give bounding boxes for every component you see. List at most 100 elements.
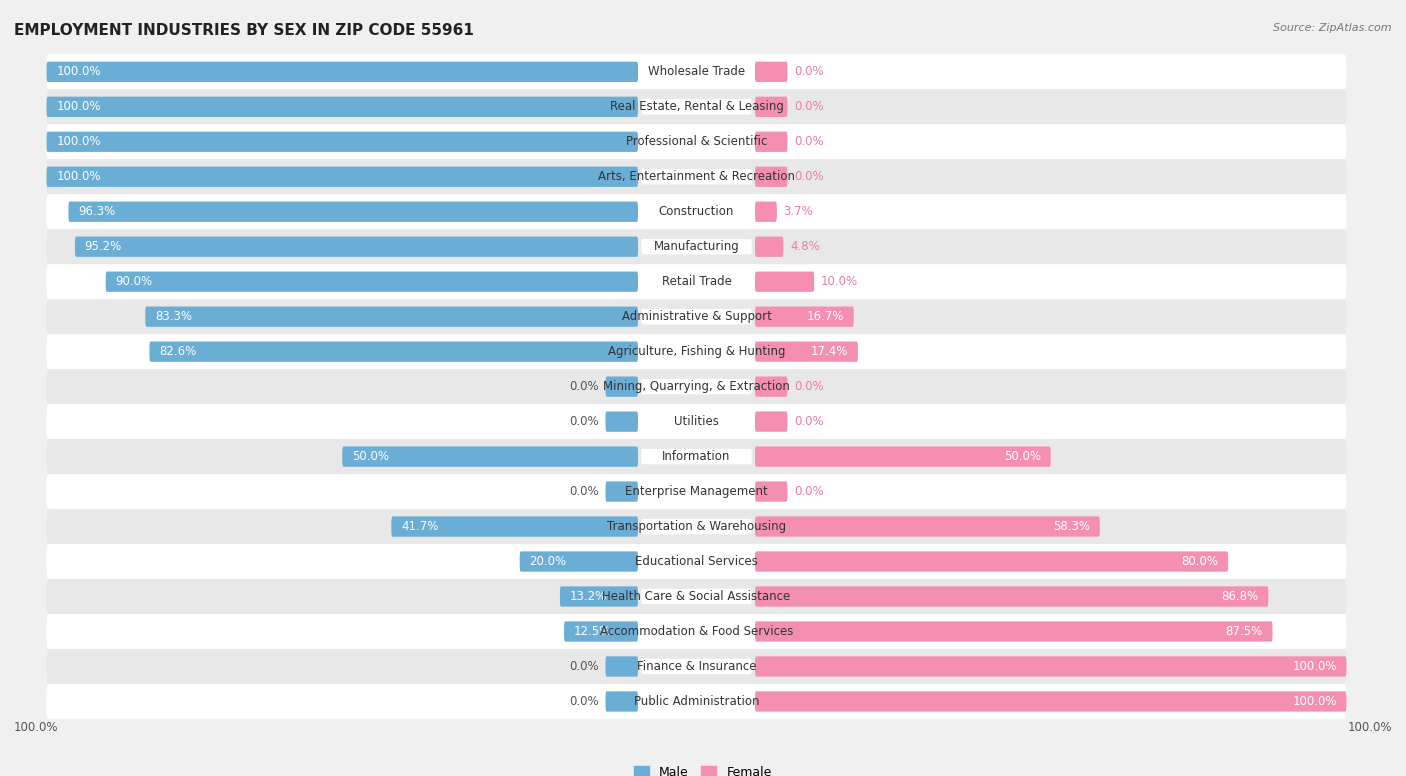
- Text: 95.2%: 95.2%: [84, 241, 122, 253]
- Text: Public Administration: Public Administration: [634, 695, 759, 708]
- FancyBboxPatch shape: [46, 369, 1347, 404]
- FancyBboxPatch shape: [342, 446, 638, 466]
- Text: 0.0%: 0.0%: [794, 415, 824, 428]
- Text: 83.3%: 83.3%: [155, 310, 193, 323]
- Text: 82.6%: 82.6%: [159, 345, 197, 359]
- Text: 100.0%: 100.0%: [1347, 721, 1392, 734]
- FancyBboxPatch shape: [755, 411, 787, 431]
- Text: Mining, Quarrying, & Extraction: Mining, Quarrying, & Extraction: [603, 380, 790, 393]
- FancyBboxPatch shape: [75, 237, 638, 257]
- Text: 3.7%: 3.7%: [783, 205, 813, 218]
- FancyBboxPatch shape: [641, 134, 752, 150]
- Text: 4.8%: 4.8%: [790, 241, 820, 253]
- FancyBboxPatch shape: [755, 97, 787, 117]
- FancyBboxPatch shape: [149, 341, 638, 362]
- FancyBboxPatch shape: [46, 167, 638, 187]
- FancyBboxPatch shape: [641, 659, 752, 674]
- Text: Information: Information: [662, 450, 731, 463]
- Text: EMPLOYMENT INDUSTRIES BY SEX IN ZIP CODE 55961: EMPLOYMENT INDUSTRIES BY SEX IN ZIP CODE…: [14, 23, 474, 38]
- Text: 50.0%: 50.0%: [352, 450, 389, 463]
- FancyBboxPatch shape: [641, 309, 752, 324]
- Text: 100.0%: 100.0%: [14, 721, 59, 734]
- Text: 100.0%: 100.0%: [1292, 660, 1337, 673]
- FancyBboxPatch shape: [46, 614, 1347, 649]
- Text: 96.3%: 96.3%: [79, 205, 115, 218]
- Text: 0.0%: 0.0%: [569, 660, 599, 673]
- FancyBboxPatch shape: [755, 691, 1347, 712]
- Text: 41.7%: 41.7%: [401, 520, 439, 533]
- Text: 90.0%: 90.0%: [115, 275, 153, 288]
- FancyBboxPatch shape: [641, 589, 752, 605]
- Text: 0.0%: 0.0%: [794, 100, 824, 113]
- Text: Construction: Construction: [659, 205, 734, 218]
- FancyBboxPatch shape: [46, 300, 1347, 334]
- FancyBboxPatch shape: [641, 414, 752, 429]
- FancyBboxPatch shape: [755, 622, 1272, 642]
- Text: 87.5%: 87.5%: [1226, 625, 1263, 638]
- Text: Retail Trade: Retail Trade: [662, 275, 731, 288]
- Text: 86.8%: 86.8%: [1222, 590, 1258, 603]
- FancyBboxPatch shape: [46, 439, 1347, 474]
- Text: 58.3%: 58.3%: [1053, 520, 1090, 533]
- FancyBboxPatch shape: [755, 132, 787, 152]
- FancyBboxPatch shape: [641, 239, 752, 255]
- FancyBboxPatch shape: [46, 54, 1347, 89]
- Text: 100.0%: 100.0%: [1292, 695, 1337, 708]
- FancyBboxPatch shape: [755, 552, 1229, 572]
- Text: Transportation & Warehousing: Transportation & Warehousing: [607, 520, 786, 533]
- FancyBboxPatch shape: [641, 379, 752, 394]
- Text: 0.0%: 0.0%: [794, 380, 824, 393]
- FancyBboxPatch shape: [641, 64, 752, 79]
- FancyBboxPatch shape: [46, 124, 1347, 159]
- Text: 50.0%: 50.0%: [1004, 450, 1040, 463]
- FancyBboxPatch shape: [46, 264, 1347, 300]
- FancyBboxPatch shape: [755, 202, 778, 222]
- FancyBboxPatch shape: [46, 684, 1347, 719]
- FancyBboxPatch shape: [606, 376, 638, 397]
- Text: 100.0%: 100.0%: [56, 65, 101, 78]
- FancyBboxPatch shape: [46, 229, 1347, 264]
- Text: 0.0%: 0.0%: [569, 380, 599, 393]
- Text: 13.2%: 13.2%: [569, 590, 607, 603]
- FancyBboxPatch shape: [606, 656, 638, 677]
- FancyBboxPatch shape: [46, 649, 1347, 684]
- FancyBboxPatch shape: [641, 554, 752, 570]
- Text: 0.0%: 0.0%: [794, 135, 824, 148]
- FancyBboxPatch shape: [641, 449, 752, 464]
- FancyBboxPatch shape: [46, 509, 1347, 544]
- Text: Manufacturing: Manufacturing: [654, 241, 740, 253]
- Text: 0.0%: 0.0%: [794, 485, 824, 498]
- Text: Agriculture, Fishing & Hunting: Agriculture, Fishing & Hunting: [607, 345, 785, 359]
- Text: 0.0%: 0.0%: [569, 415, 599, 428]
- Legend: Male, Female: Male, Female: [630, 761, 776, 776]
- Text: Enterprise Management: Enterprise Management: [626, 485, 768, 498]
- FancyBboxPatch shape: [641, 624, 752, 639]
- FancyBboxPatch shape: [46, 61, 638, 82]
- Text: Source: ZipAtlas.com: Source: ZipAtlas.com: [1274, 23, 1392, 33]
- FancyBboxPatch shape: [755, 376, 787, 397]
- FancyBboxPatch shape: [606, 481, 638, 502]
- FancyBboxPatch shape: [46, 97, 638, 117]
- Text: 0.0%: 0.0%: [569, 485, 599, 498]
- FancyBboxPatch shape: [46, 132, 638, 152]
- FancyBboxPatch shape: [755, 341, 858, 362]
- FancyBboxPatch shape: [755, 237, 783, 257]
- FancyBboxPatch shape: [641, 519, 752, 534]
- Text: 17.4%: 17.4%: [811, 345, 848, 359]
- Text: 12.5%: 12.5%: [574, 625, 612, 638]
- FancyBboxPatch shape: [755, 516, 1099, 537]
- FancyBboxPatch shape: [46, 159, 1347, 194]
- FancyBboxPatch shape: [391, 516, 638, 537]
- FancyBboxPatch shape: [755, 307, 853, 327]
- FancyBboxPatch shape: [755, 587, 1268, 607]
- FancyBboxPatch shape: [564, 622, 638, 642]
- FancyBboxPatch shape: [606, 691, 638, 712]
- FancyBboxPatch shape: [606, 411, 638, 431]
- FancyBboxPatch shape: [641, 344, 752, 359]
- Text: Utilities: Utilities: [673, 415, 718, 428]
- FancyBboxPatch shape: [46, 334, 1347, 369]
- FancyBboxPatch shape: [641, 274, 752, 289]
- Text: 16.7%: 16.7%: [807, 310, 844, 323]
- Text: 0.0%: 0.0%: [569, 695, 599, 708]
- FancyBboxPatch shape: [105, 272, 638, 292]
